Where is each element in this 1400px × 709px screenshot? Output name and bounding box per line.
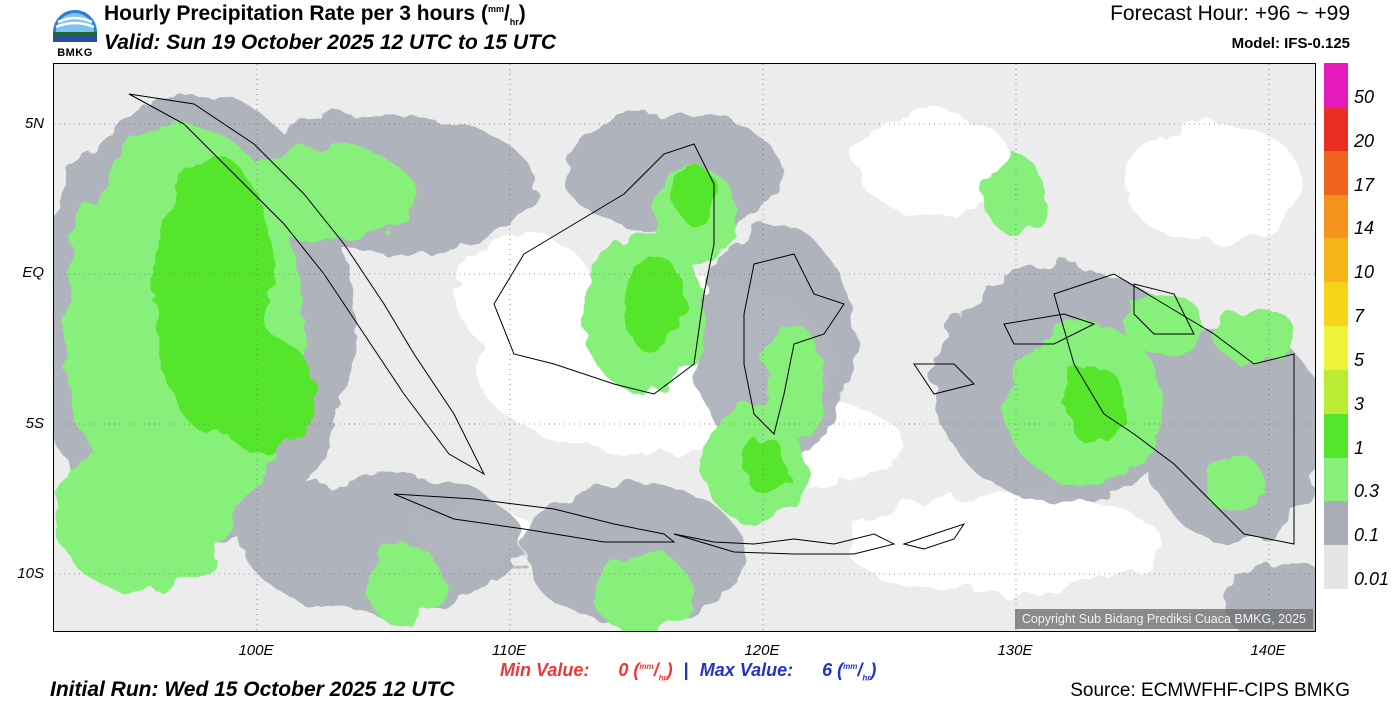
lat-label-5s: 5S bbox=[25, 415, 44, 432]
lat-label-10s: 10S bbox=[17, 565, 44, 582]
legend-value: 17 bbox=[1354, 174, 1375, 195]
lon-label-100e: 100E bbox=[238, 642, 274, 659]
title-text: Hourly Precipitation Rate per 3 hours bbox=[104, 2, 476, 25]
legend-value: 7 bbox=[1354, 306, 1365, 326]
legend-swatch bbox=[1324, 457, 1348, 502]
legend-value: 14 bbox=[1354, 218, 1375, 239]
grid-lines bbox=[54, 64, 1315, 631]
legend-value: 0.3 bbox=[1354, 481, 1380, 502]
min-value-unit: (mm/hr) bbox=[633, 660, 673, 683]
min-max-values: Min Value: 0 (mm/hr) | Max Value: 6 (mm/… bbox=[500, 660, 876, 683]
legend-value: 20 bbox=[1354, 130, 1375, 151]
legend-value: 1 bbox=[1354, 437, 1365, 458]
legend-swatch bbox=[1324, 545, 1348, 590]
min-value-label: Min Value: bbox=[500, 660, 590, 680]
lon-label-130e: 130E bbox=[997, 642, 1033, 659]
lon-label-140e: 140E bbox=[1250, 642, 1286, 659]
valid-period: Valid: Sun 19 October 2025 12 UTC to 15 … bbox=[104, 31, 557, 54]
legend-value: 0.01 bbox=[1354, 569, 1390, 589]
legend-colorbar bbox=[1324, 63, 1348, 590]
max-value: 6 bbox=[822, 660, 833, 680]
min-value: 0 bbox=[618, 660, 629, 680]
lon-label-120e: 120E bbox=[744, 642, 780, 659]
chart-title: Hourly Precipitation Rate per 3 hours (m… bbox=[104, 2, 526, 27]
lon-label-110e: 110E bbox=[492, 642, 526, 659]
logo-text: BMKG bbox=[57, 47, 93, 59]
max-value-label: Max Value: bbox=[699, 660, 794, 680]
title-unit: (mm/hr) bbox=[480, 2, 526, 28]
source-label: Source: ECMWFHF-CIPS BMKG bbox=[1070, 680, 1350, 701]
legend-swatch bbox=[1324, 194, 1348, 239]
model-label: Model: IFS-0.125 bbox=[1231, 35, 1350, 52]
forecast-hour: Forecast Hour: +96 ~ +99 bbox=[1110, 2, 1350, 25]
legend-value: 0.1 bbox=[1354, 525, 1380, 546]
coastlines bbox=[128, 93, 1295, 555]
legend-swatch bbox=[1324, 413, 1348, 458]
legend-value: 5 bbox=[1354, 349, 1365, 370]
copyright-note: Copyright Sub Bidang Prediksi Cuaca BMKG… bbox=[1014, 609, 1313, 629]
legend-value: 10 bbox=[1354, 262, 1375, 283]
legend-swatch bbox=[1324, 150, 1348, 195]
legend-swatch bbox=[1324, 63, 1348, 108]
initial-run: Initial Run: Wed 15 October 2025 12 UTC bbox=[50, 678, 455, 701]
legend-swatch bbox=[1324, 369, 1348, 415]
legend-swatch bbox=[1324, 501, 1348, 546]
bmkg-logo-icon bbox=[53, 10, 97, 42]
bmkg-logo: BMKG bbox=[50, 2, 100, 60]
max-value-unit: (mm/hr) bbox=[837, 660, 877, 683]
lat-label-5n: 5N bbox=[24, 115, 44, 132]
legend-swatch bbox=[1324, 326, 1348, 371]
legend-value: 50 bbox=[1354, 86, 1375, 107]
legend-swatch bbox=[1324, 282, 1348, 327]
lat-label-eq: EQ bbox=[22, 264, 44, 281]
separator: | bbox=[683, 660, 689, 680]
precipitation-map[interactable]: Copyright Sub Bidang Prediksi Cuaca BMKG… bbox=[53, 63, 1316, 632]
legend-swatch bbox=[1324, 238, 1348, 283]
legend-value: 3 bbox=[1354, 393, 1365, 414]
legend-swatch bbox=[1324, 106, 1348, 152]
map-canvas bbox=[54, 64, 1315, 631]
